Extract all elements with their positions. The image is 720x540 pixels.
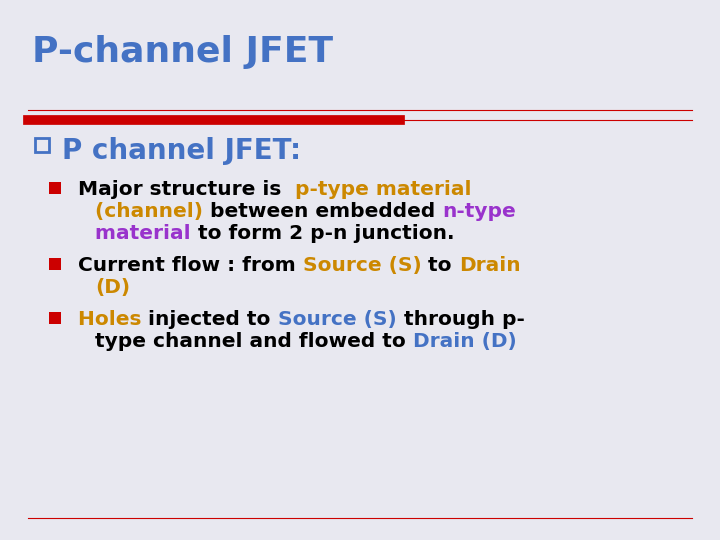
Text: Drain: Drain <box>459 256 521 275</box>
Text: Holes: Holes <box>78 310 148 329</box>
Text: to: to <box>428 256 459 275</box>
FancyBboxPatch shape <box>49 182 61 194</box>
Text: Drain (D): Drain (D) <box>413 332 516 351</box>
Text: P-channel JFET: P-channel JFET <box>32 35 333 69</box>
Text: (channel): (channel) <box>95 202 210 221</box>
Text: through p-: through p- <box>404 310 524 329</box>
Text: type channel and flowed to: type channel and flowed to <box>95 332 413 351</box>
FancyBboxPatch shape <box>49 258 61 270</box>
FancyBboxPatch shape <box>49 312 61 324</box>
Text: p-type material: p-type material <box>295 180 472 199</box>
Text: between embedded: between embedded <box>210 202 442 221</box>
Text: P channel JFET:: P channel JFET: <box>62 137 301 165</box>
Text: n-type: n-type <box>442 202 516 221</box>
Text: Current flow : from: Current flow : from <box>78 256 302 275</box>
Text: Major structure is: Major structure is <box>78 180 295 199</box>
Text: injected to: injected to <box>148 310 278 329</box>
Text: to form 2 p-n junction.: to form 2 p-n junction. <box>197 224 454 243</box>
Text: Source (S): Source (S) <box>278 310 404 329</box>
Text: material: material <box>95 224 197 243</box>
Text: (D): (D) <box>95 278 130 297</box>
Text: Source (S): Source (S) <box>302 256 428 275</box>
